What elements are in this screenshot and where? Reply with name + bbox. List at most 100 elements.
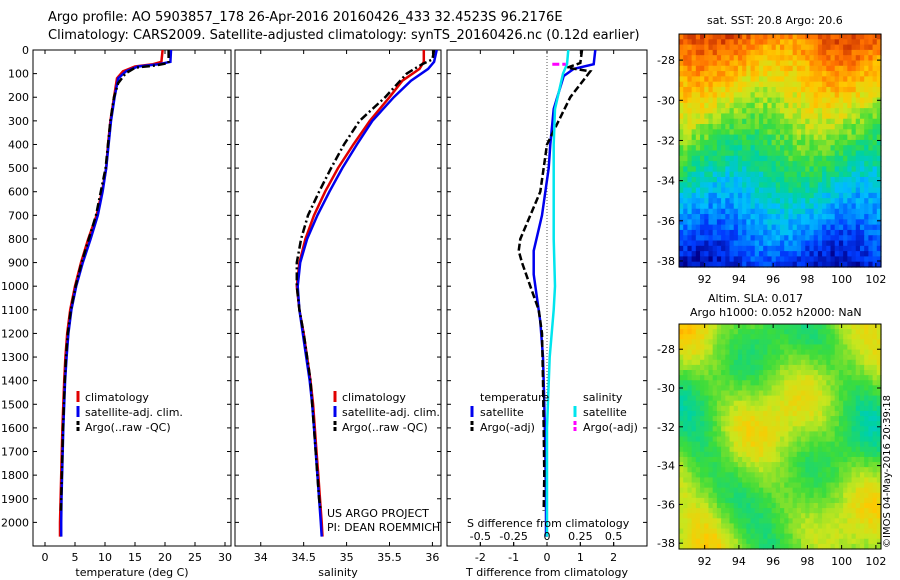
sst-map-cell bbox=[775, 86, 781, 93]
sst-map-cell bbox=[822, 256, 827, 263]
sst-map-cell bbox=[725, 214, 731, 220]
difference-xtick-label: 1 bbox=[577, 551, 584, 564]
sst-map-cell bbox=[733, 134, 739, 141]
sla-map-cell bbox=[872, 451, 878, 458]
sst-map-cell bbox=[830, 92, 836, 99]
sst-map-cell bbox=[679, 44, 684, 51]
sla-map-cell bbox=[679, 446, 684, 453]
sla-map-cell bbox=[851, 416, 857, 422]
sst-map-cell bbox=[843, 44, 848, 51]
sla-map-cell bbox=[695, 324, 701, 330]
sst-map-cell bbox=[788, 229, 794, 236]
sla-map-cell bbox=[737, 395, 743, 402]
sla-map-cell bbox=[780, 472, 785, 479]
sla-map-cell bbox=[750, 329, 756, 335]
sst-map-cell bbox=[754, 182, 760, 189]
sst-map-cell bbox=[746, 102, 752, 109]
sla-map-cell bbox=[746, 334, 752, 340]
sla-map-cell bbox=[691, 364, 697, 371]
sla-map-cell bbox=[801, 472, 806, 479]
sst-map-cell bbox=[725, 219, 731, 226]
sla-map-cell bbox=[716, 497, 722, 504]
sla-map-cell bbox=[721, 354, 726, 361]
sla-map-cell bbox=[763, 436, 768, 443]
sst-map-cell bbox=[754, 251, 760, 258]
sst-map-cell bbox=[784, 65, 790, 72]
sla-map-cell bbox=[801, 385, 806, 392]
sst-map-cell bbox=[801, 256, 806, 263]
sst-map-cell bbox=[817, 214, 823, 220]
sla-map-cell bbox=[771, 451, 777, 458]
sst-map-cell bbox=[754, 187, 760, 194]
sla-map-cell bbox=[767, 462, 773, 468]
sla-map-cell bbox=[679, 344, 684, 351]
sst-map-cell bbox=[725, 102, 731, 109]
sla-map-cell bbox=[750, 431, 756, 438]
sst-map-cell bbox=[687, 219, 693, 226]
sst-map-cell bbox=[859, 49, 865, 56]
sst-map-cell bbox=[733, 240, 739, 247]
sla-map-cell bbox=[691, 380, 697, 386]
sst-map-cell bbox=[750, 251, 756, 258]
sst-map-ytick-label: -30 bbox=[657, 94, 675, 107]
sla-map-cell bbox=[716, 456, 722, 463]
sst-map-cell bbox=[864, 261, 869, 268]
sla-map-cell bbox=[834, 502, 840, 509]
sst-map-cell bbox=[864, 155, 869, 162]
sla-map-cell bbox=[746, 533, 752, 540]
sla-map-cell bbox=[801, 528, 806, 535]
sst-map-cell bbox=[792, 150, 798, 157]
sla-map-cell bbox=[695, 354, 701, 361]
sst-map-cell bbox=[851, 176, 857, 183]
sst-map-cell bbox=[851, 139, 857, 146]
sla-map-cell bbox=[843, 482, 848, 489]
sla-map-cell bbox=[784, 344, 790, 351]
sst-map-cell bbox=[721, 256, 726, 263]
sst-map-xtick-label: 92 bbox=[698, 273, 712, 286]
sst-map-cell bbox=[876, 187, 882, 194]
sst-map-cell bbox=[683, 139, 689, 146]
sla-map-cell bbox=[750, 477, 756, 484]
sla-map-cell bbox=[683, 375, 689, 381]
sst-map-cell bbox=[737, 145, 743, 152]
sla-map-cell bbox=[733, 543, 739, 550]
sst-map-cell bbox=[716, 34, 722, 40]
sla-map-cell bbox=[876, 502, 882, 509]
sla-map-cell bbox=[872, 375, 878, 381]
sla-map-cell bbox=[679, 400, 684, 407]
sla-map-cell bbox=[771, 462, 777, 468]
sst-map-cell bbox=[758, 176, 764, 183]
sst-map-cell bbox=[687, 86, 693, 93]
sst-map-cell bbox=[830, 81, 836, 88]
sla-map-cell bbox=[855, 477, 861, 484]
sla-map-cell bbox=[725, 359, 731, 366]
sla-map-cell bbox=[826, 543, 832, 550]
sla-map-cell bbox=[801, 508, 806, 514]
sla-map-cell bbox=[868, 451, 874, 458]
sla-map-cell bbox=[767, 467, 773, 473]
sla-map-cell bbox=[796, 508, 802, 514]
sst-map-cell bbox=[864, 92, 869, 99]
sst-map-cell bbox=[691, 81, 697, 88]
sla-map-cell bbox=[687, 487, 693, 494]
sla-map-cell bbox=[851, 467, 857, 473]
sla-map-cell bbox=[708, 497, 714, 504]
sst-map-cell bbox=[737, 161, 743, 167]
sla-map-cell bbox=[725, 533, 731, 540]
sst-map-cell bbox=[817, 261, 823, 268]
sla-map-cell bbox=[868, 426, 874, 432]
sla-map-cell bbox=[855, 538, 861, 545]
sst-map-cell bbox=[855, 102, 861, 109]
sst-map-cell bbox=[834, 139, 840, 146]
sst-map-cell bbox=[691, 102, 697, 109]
sla-map-cell bbox=[746, 492, 752, 499]
sst-map-cell bbox=[733, 224, 739, 231]
sla-map-cell bbox=[801, 462, 806, 468]
sla-map-cell bbox=[708, 472, 714, 479]
sla-map-cell bbox=[780, 329, 785, 335]
sla-map-cell bbox=[843, 395, 848, 402]
sst-map-cell bbox=[712, 97, 718, 104]
sst-map-cell bbox=[704, 92, 710, 99]
sst-map-cell bbox=[754, 139, 760, 146]
sst-map-cell bbox=[687, 176, 693, 183]
